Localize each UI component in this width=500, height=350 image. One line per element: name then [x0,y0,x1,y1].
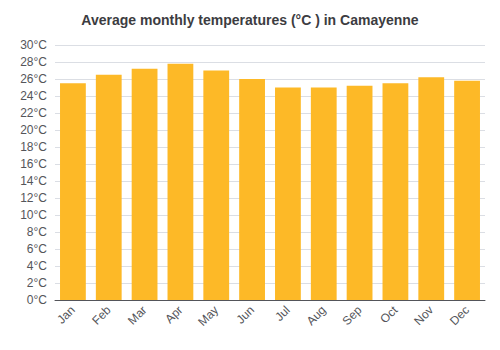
svg-text:Mar: Mar [125,303,150,327]
svg-text:Apr: Apr [162,303,185,326]
svg-text:18°C: 18°C [20,140,47,154]
svg-text:Average monthly temperatures (: Average monthly temperatures (°C ) in Ca… [81,12,418,28]
svg-text:Sep: Sep [340,303,365,328]
svg-text:30°C: 30°C [20,38,47,52]
svg-text:10°C: 10°C [20,208,47,222]
svg-text:Aug: Aug [304,303,329,328]
svg-text:20°C: 20°C [20,123,47,137]
svg-text:0°C: 0°C [27,293,47,307]
svg-text:8°C: 8°C [27,225,47,239]
svg-text:6°C: 6°C [27,242,47,256]
svg-text:Oct: Oct [377,303,401,327]
svg-text:14°C: 14°C [20,174,47,188]
svg-text:4°C: 4°C [27,259,47,273]
svg-text:Dec: Dec [447,303,472,328]
svg-text:24°C: 24°C [20,89,47,103]
svg-text:Jun: Jun [233,303,257,327]
svg-text:Feb: Feb [89,303,114,328]
svg-text:16°C: 16°C [20,157,47,171]
svg-text:Nov: Nov [411,303,436,328]
svg-text:12°C: 12°C [20,191,47,205]
svg-text:28°C: 28°C [20,55,47,69]
svg-text:May: May [195,303,221,329]
svg-text:Jul: Jul [272,303,293,324]
svg-text:2°C: 2°C [27,276,47,290]
svg-text:26°C: 26°C [20,72,47,86]
svg-text:22°C: 22°C [20,106,47,120]
svg-text:Jan: Jan [54,303,78,327]
